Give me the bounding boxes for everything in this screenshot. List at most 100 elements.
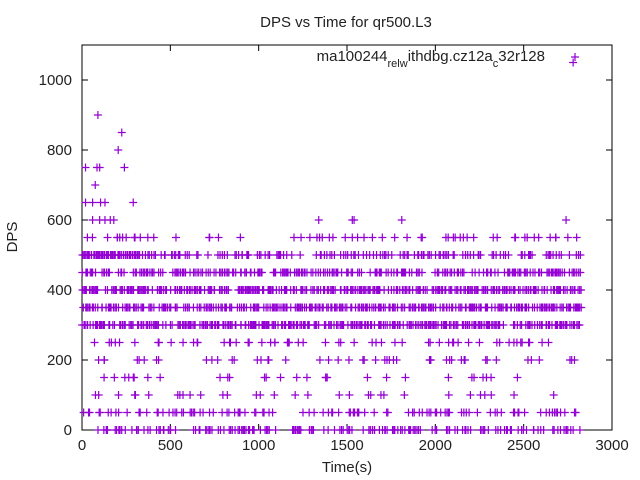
x-tick-label: 1500 — [330, 437, 363, 454]
data-point — [93, 286, 102, 294]
data-point — [257, 338, 266, 347]
data-point — [565, 251, 574, 259]
data-point — [382, 373, 391, 382]
data-point — [368, 233, 377, 242]
data-point — [154, 356, 163, 364]
data-point — [309, 426, 318, 434]
data-point — [95, 163, 104, 172]
legend-text-part: w — [399, 58, 408, 70]
data-point — [224, 286, 233, 294]
data-point — [379, 391, 388, 399]
data-point — [88, 198, 97, 207]
data-point — [344, 356, 353, 364]
data-point — [232, 338, 241, 347]
data-point — [513, 373, 522, 382]
data-point — [270, 391, 279, 399]
data-point — [149, 233, 158, 242]
data-point — [572, 233, 581, 242]
data-point — [569, 426, 578, 434]
data-point — [296, 426, 305, 434]
data-point — [296, 251, 305, 259]
data-point — [390, 233, 399, 242]
data-point — [236, 233, 245, 242]
y-tick-label: 400 — [47, 282, 72, 299]
data-point — [256, 356, 265, 364]
data-point — [299, 338, 308, 347]
data-point — [179, 408, 188, 417]
data-point — [497, 408, 506, 417]
data-point — [297, 233, 306, 242]
data-point — [459, 268, 468, 277]
data-point — [571, 408, 580, 417]
data-point — [454, 338, 463, 347]
data-point — [110, 373, 119, 382]
data-points — [78, 58, 586, 434]
data-point — [167, 338, 176, 347]
data-point — [270, 338, 279, 347]
data-point — [510, 391, 519, 399]
data-point — [251, 408, 260, 417]
data-point — [441, 233, 450, 242]
data-point — [510, 233, 519, 242]
y-tick-label: 600 — [47, 212, 72, 229]
data-point — [392, 356, 401, 364]
data-point — [240, 408, 249, 417]
data-point — [577, 303, 586, 312]
data-point — [262, 373, 271, 382]
data-point — [244, 251, 253, 259]
data-point — [96, 198, 105, 207]
data-point — [483, 356, 492, 364]
data-point — [546, 233, 555, 242]
data-point — [158, 268, 167, 277]
data-point — [523, 233, 532, 242]
data-point — [357, 268, 366, 277]
data-point — [292, 373, 301, 382]
data-point — [310, 408, 319, 417]
data-point — [140, 356, 149, 364]
data-point — [504, 251, 513, 259]
data-point — [171, 233, 180, 242]
x-tick-label: 3000 — [595, 437, 628, 454]
data-point — [575, 426, 584, 434]
data-point — [527, 356, 536, 364]
data-point — [335, 391, 344, 399]
data-point — [525, 338, 534, 347]
legend-text-part: rel — [388, 58, 400, 70]
data-point — [371, 356, 380, 364]
data-point — [544, 338, 553, 347]
data-point — [314, 216, 323, 224]
data-point — [318, 233, 327, 242]
data-point — [487, 391, 496, 399]
data-point — [81, 198, 90, 207]
data-point — [360, 356, 369, 364]
data-point — [378, 233, 387, 242]
data-point — [156, 373, 165, 382]
data-point — [539, 426, 548, 434]
data-point — [115, 338, 124, 347]
data-point — [257, 268, 266, 277]
data-point — [400, 391, 409, 399]
data-point — [285, 338, 294, 347]
y-tick-label: 0 — [64, 422, 72, 439]
data-point — [114, 146, 123, 154]
data-point — [466, 426, 475, 434]
data-point — [114, 391, 123, 399]
data-point — [417, 268, 426, 277]
data-point — [130, 373, 139, 382]
data-point — [287, 251, 296, 259]
y-tick-label: 200 — [47, 352, 72, 369]
data-point — [417, 233, 426, 242]
data-point — [142, 408, 151, 417]
data-point — [90, 338, 99, 347]
data-point — [447, 356, 456, 364]
data-point — [520, 408, 529, 417]
data-point — [334, 356, 343, 364]
data-point — [475, 338, 484, 347]
legend-text-part: c — [493, 58, 499, 70]
data-point — [325, 233, 334, 242]
data-point — [363, 373, 372, 382]
data-point — [324, 356, 333, 364]
x-tick-label: 0 — [78, 437, 86, 454]
data-point — [345, 391, 354, 399]
